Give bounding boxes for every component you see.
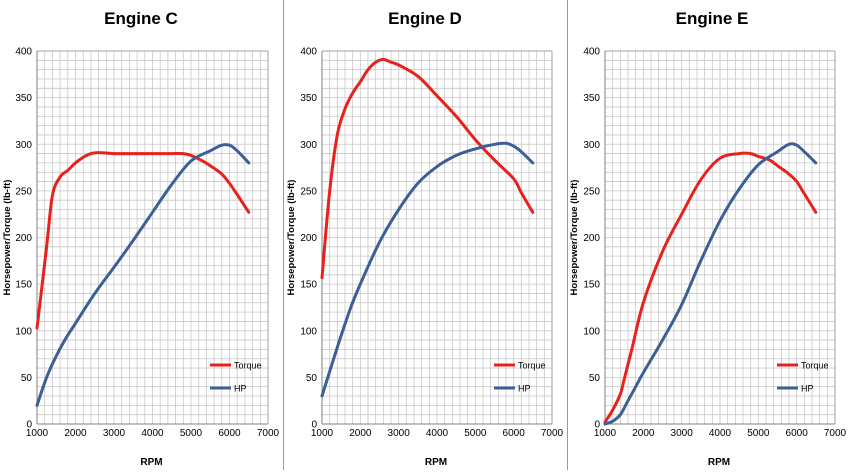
y-tick-label: 100 [583,326,600,337]
x-tick-label: 7000 [824,428,847,439]
x-tick-label: 1000 [26,428,49,439]
y-axis-label: Horsepower/Torque (lb-ft) [286,180,297,296]
panel-divider [283,0,284,470]
y-tick-label: 400 [300,47,317,58]
x-axis-label: RPM [425,457,447,468]
x-tick-label: 3000 [671,428,694,439]
x-tick-label: 4000 [709,428,732,439]
y-tick-label: 400 [15,47,32,58]
y-tick-label: 300 [300,140,317,151]
y-tick-label: 400 [583,47,600,58]
y-tick-label: 50 [589,373,601,384]
x-tick-label: 3000 [103,428,126,439]
y-tick-label: 350 [15,93,32,104]
y-tick-label: 0 [311,420,317,431]
legend-label-torque: Torque [801,361,829,371]
x-tick-label: 4000 [141,428,164,439]
y-tick-label: 350 [583,93,600,104]
y-tick-label: 250 [583,186,600,197]
x-tick-label: 2000 [64,428,87,439]
y-tick-label: 150 [583,280,600,291]
series-line-hp [320,141,535,398]
chart-title: Engine C [104,9,178,28]
y-tick-label: 150 [15,280,32,291]
x-tick-label: 1000 [594,428,617,439]
y-tick-label: 300 [15,140,32,151]
x-tick-label: 6000 [503,428,526,439]
x-tick-label: 4000 [426,428,449,439]
series-line-torque [320,57,535,280]
x-axis-label: RPM [708,457,730,468]
legend-label-torque: Torque [234,361,262,371]
chart-panel: 0 50 100 150 200 250 300 350 400 1000 2000 3000 4000… [569,9,847,468]
y-tick-label: 100 [300,326,317,337]
y-tick-label: 0 [594,420,600,431]
y-tick-label: 250 [15,186,32,197]
y-axis-label: Horsepower/Torque (lb-ft) [2,180,13,296]
x-tick-label: 5000 [747,428,770,439]
legend-label-hp: HP [801,384,814,394]
series-line-torque [603,151,818,424]
x-tick-label: 7000 [541,428,564,439]
y-tick-label: 250 [300,186,317,197]
x-tick-label: 2000 [349,428,372,439]
series-line-hp [35,143,251,407]
y-tick-label: 200 [583,233,600,244]
y-tick-label: 50 [306,373,318,384]
y-tick-label: 100 [15,326,32,337]
x-tick-label: 1000 [311,428,334,439]
x-tick-label: 3000 [388,428,411,439]
series-line-torque [35,151,251,330]
chart-panel: 0 50 100 150 200 250 300 350 400 1000 2000 3000 4000… [2,9,280,468]
x-axis-label: RPM [140,457,162,468]
x-tick-label: 5000 [180,428,203,439]
x-tick-label: 6000 [218,428,241,439]
y-axis-label: Horsepower/Torque (lb-ft) [569,180,580,296]
y-tick-label: 200 [15,233,32,244]
x-tick-label: 5000 [464,428,487,439]
legend-label-hp: HP [234,384,247,394]
x-tick-label: 6000 [786,428,809,439]
legend-label-hp: HP [518,384,531,394]
y-tick-label: 350 [300,93,317,104]
chart-title: Engine D [388,9,462,28]
x-tick-label: 7000 [257,428,280,439]
series-line-hp [603,142,818,426]
y-tick-label: 300 [583,140,600,151]
x-tick-label: 2000 [632,428,655,439]
chart-panel: 0 50 100 150 200 250 300 350 400 1000 2000 3000 4000… [286,9,564,468]
y-tick-label: 200 [300,233,317,244]
legend-label-torque: Torque [518,361,546,371]
panel-divider [567,0,568,470]
y-tick-label: 150 [300,280,317,291]
y-tick-label: 0 [26,420,32,431]
y-tick-label: 50 [21,373,33,384]
chart-title: Engine E [676,9,749,28]
